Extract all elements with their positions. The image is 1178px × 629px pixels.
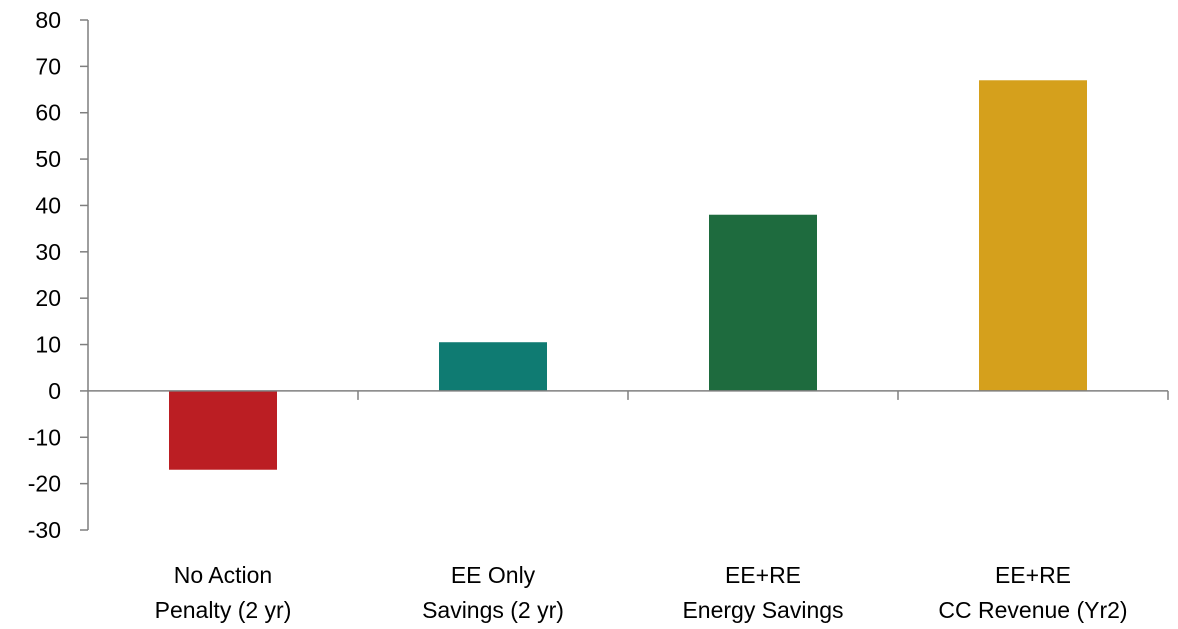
y-tick-label: -20 <box>28 471 61 497</box>
category-labels: No Action Penalty (2 yr) EE Only Savings (2… <box>155 562 1128 623</box>
y-tick-label: 70 <box>35 53 61 79</box>
category-label: EE Only Savings (2 yr) <box>422 562 564 623</box>
category-label-line: EE+RE <box>995 562 1071 588</box>
category-label-line: EE+RE <box>725 562 801 588</box>
y-tick-label: 60 <box>35 100 61 126</box>
category-label-line: No Action <box>174 562 272 588</box>
bar <box>439 342 547 391</box>
category-label-line: Energy Savings <box>682 597 843 623</box>
bar <box>709 214 817 391</box>
y-tick-label: 0 <box>48 378 61 404</box>
category-label-line: Penalty (2 yr) <box>155 597 292 623</box>
bar <box>979 80 1087 391</box>
y-tick-label: 50 <box>35 146 61 172</box>
category-label-line: Savings (2 yr) <box>422 597 564 623</box>
category-label-line: EE Only <box>451 562 536 588</box>
category-label: No Action Penalty (2 yr) <box>155 562 292 623</box>
y-tick-label: 10 <box>35 332 61 358</box>
y-tick-label: 40 <box>35 192 61 218</box>
y-ticks: 80 70 60 50 40 30 20 10 0 -10 -20 -30 <box>28 7 88 543</box>
category-label: EE+RE CC Revenue (Yr2) <box>938 562 1127 623</box>
y-tick-label: 80 <box>35 7 61 33</box>
bars <box>169 80 1087 470</box>
x-ticks <box>357 390 1169 400</box>
y-tick-label: 20 <box>35 285 61 311</box>
bar <box>169 390 277 470</box>
category-label: EE+RE Energy Savings <box>682 562 843 623</box>
category-label-line: CC Revenue (Yr2) <box>938 597 1127 623</box>
y-tick-label: -10 <box>28 424 61 450</box>
y-tick-label: -30 <box>28 517 61 543</box>
y-tick-label: 30 <box>35 239 61 265</box>
